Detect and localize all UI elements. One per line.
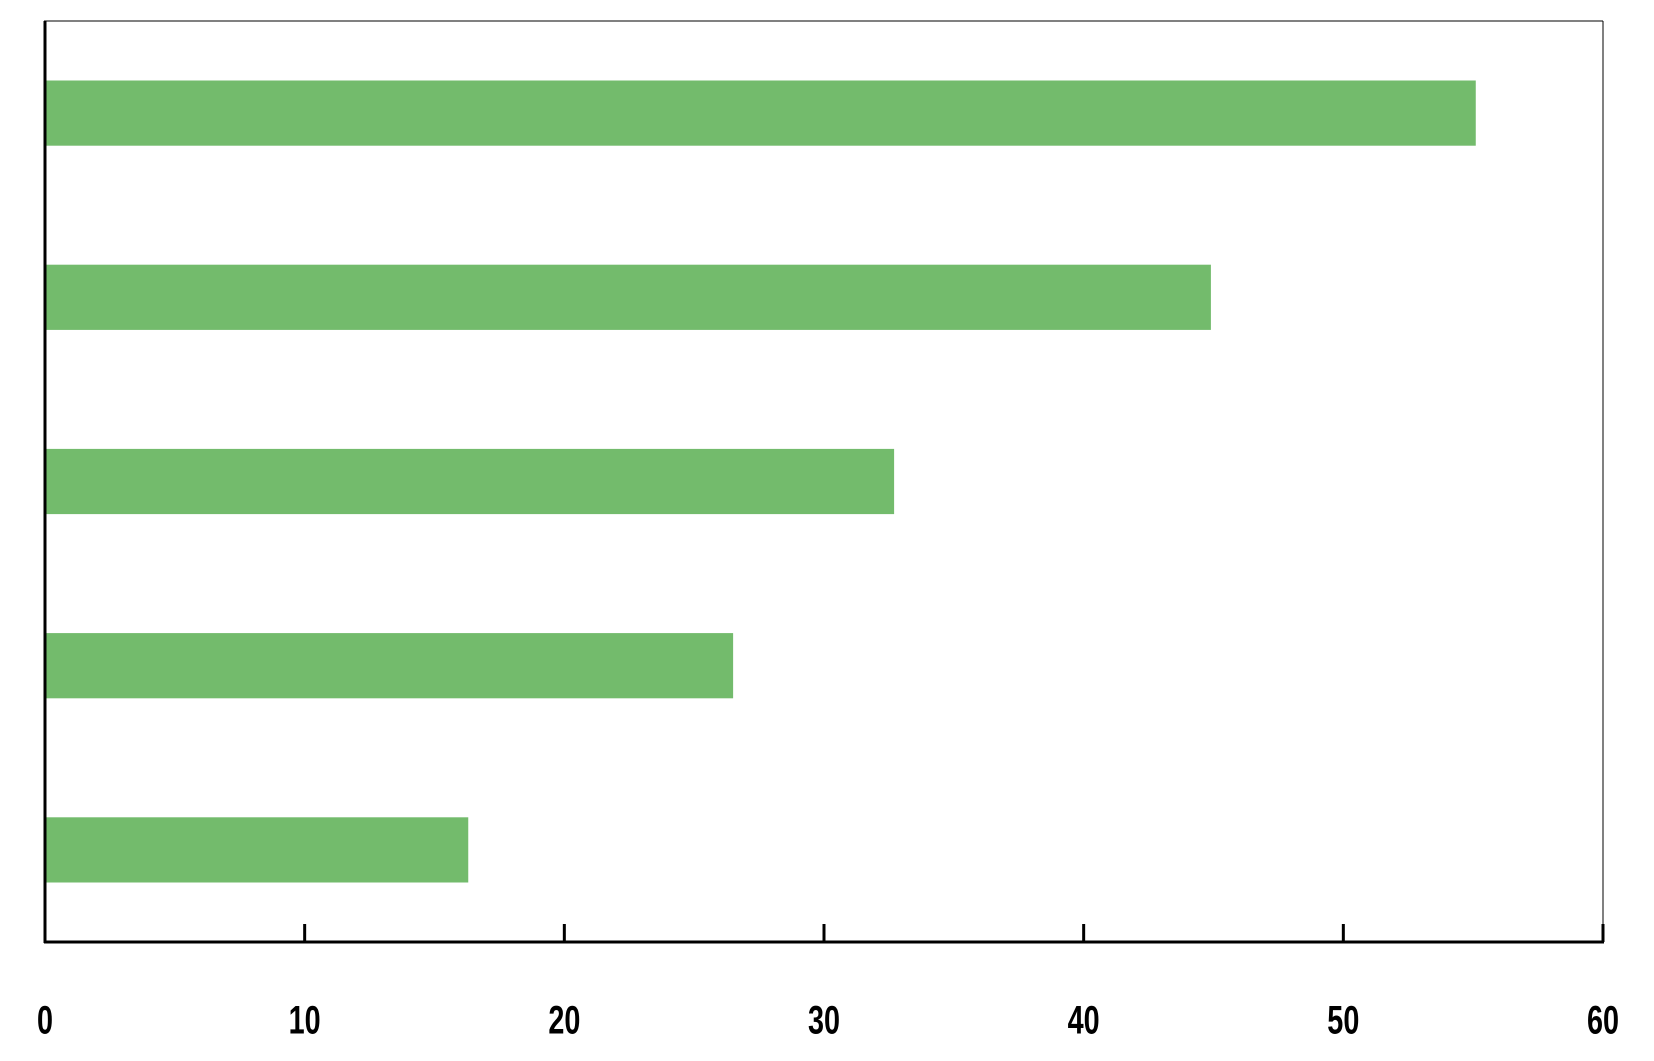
bar — [45, 264, 1211, 330]
bar — [45, 817, 469, 883]
x-tick-label: 40 — [1068, 998, 1100, 1043]
bar — [45, 80, 1476, 146]
x-tick-label: 0 — [37, 998, 53, 1043]
x-tick-label: 30 — [808, 998, 840, 1043]
bar — [45, 633, 734, 699]
x-tick-label: 10 — [289, 998, 321, 1043]
bar — [45, 448, 895, 515]
x-tick-label: 50 — [1327, 998, 1359, 1043]
x-tick-label: 60 — [1587, 998, 1619, 1043]
x-tick-label: 20 — [548, 998, 580, 1043]
